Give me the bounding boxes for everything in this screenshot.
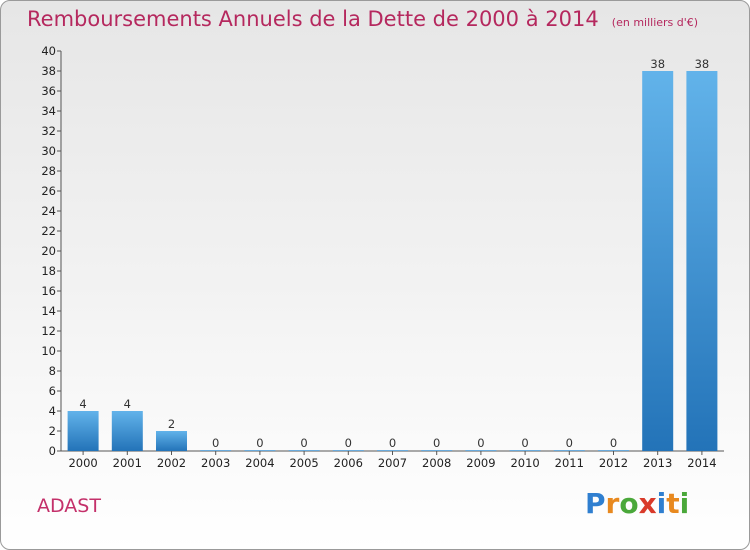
y-tick-label: 34 — [41, 104, 56, 118]
chart-subtitle: (en milliers d'€) — [611, 16, 699, 29]
x-tick-label: 2001 — [113, 456, 142, 470]
y-tick-label: 40 — [41, 44, 56, 58]
logo-letter: i — [679, 487, 690, 520]
chart-title: Remboursements Annuels de la Dette de 20… — [27, 7, 599, 31]
y-tick-label: 8 — [49, 364, 56, 378]
bar — [553, 450, 585, 451]
y-tick-label: 18 — [41, 264, 56, 278]
bar — [421, 450, 453, 451]
y-tick-label: 10 — [41, 344, 56, 358]
x-tick-label: 2014 — [687, 456, 716, 470]
logo-letter: t — [666, 487, 680, 520]
data-label: 38 — [695, 57, 710, 71]
bar — [111, 411, 143, 451]
y-tick-label: 2 — [49, 424, 56, 438]
x-tick-label: 2003 — [201, 456, 230, 470]
y-tick-label: 20 — [41, 244, 56, 258]
x-tick-label: 2008 — [422, 456, 451, 470]
x-tick-label: 2011 — [555, 456, 584, 470]
data-label: 0 — [433, 436, 440, 450]
data-label: 0 — [610, 436, 617, 450]
y-tick-label: 30 — [41, 144, 56, 158]
x-tick-label: 2010 — [510, 456, 539, 470]
y-tick-label: 12 — [41, 324, 56, 338]
bar — [244, 450, 276, 451]
bar — [686, 71, 718, 451]
y-tick-label: 32 — [41, 124, 56, 138]
data-label: 4 — [124, 397, 131, 411]
y-tick-label: 4 — [49, 404, 56, 418]
bar — [509, 450, 541, 451]
data-label: 0 — [300, 436, 307, 450]
place-name: ADAST — [37, 495, 101, 517]
y-tick-label: 26 — [41, 184, 56, 198]
y-tick-label: 24 — [41, 204, 56, 218]
y-tick-label: 22 — [41, 224, 56, 238]
data-label: 0 — [521, 436, 528, 450]
x-tick-label: 2000 — [68, 456, 97, 470]
x-tick-label: 2002 — [157, 456, 186, 470]
data-label: 0 — [256, 436, 263, 450]
y-tick-label: 28 — [41, 164, 56, 178]
logo-letter: P — [585, 487, 606, 520]
x-tick-label: 2005 — [289, 456, 318, 470]
data-label: 0 — [389, 436, 396, 450]
bar — [642, 71, 674, 451]
data-label: 0 — [477, 436, 484, 450]
x-tick-label: 2006 — [334, 456, 363, 470]
logo-letter: i — [656, 487, 667, 520]
data-label: 0 — [566, 436, 573, 450]
bar — [465, 450, 497, 451]
x-tick-label: 2004 — [245, 456, 274, 470]
bar — [200, 450, 232, 451]
logo-letter: x — [638, 487, 657, 520]
proxiti-logo: Proxiti — [585, 487, 689, 520]
x-tick-label: 2007 — [378, 456, 407, 470]
x-tick-label: 2013 — [643, 456, 672, 470]
data-label: 0 — [345, 436, 352, 450]
bar — [67, 411, 99, 451]
chart-title-wrap: Remboursements Annuels de la Dette de 20… — [27, 7, 698, 31]
bar — [288, 450, 320, 451]
logo-letter: r — [605, 487, 620, 520]
y-tick-label: 36 — [41, 84, 56, 98]
bar — [156, 431, 187, 451]
y-tick-label: 16 — [41, 284, 56, 298]
data-label: 0 — [212, 436, 219, 450]
y-tick-label: 0 — [49, 444, 56, 458]
bar — [332, 450, 364, 451]
y-tick-label: 38 — [41, 64, 56, 78]
logo-letter: o — [619, 487, 639, 520]
data-label: 38 — [650, 57, 665, 71]
bar — [377, 450, 408, 451]
x-tick-label: 2012 — [599, 456, 628, 470]
data-label: 4 — [79, 397, 86, 411]
y-tick-label: 6 — [49, 384, 56, 398]
x-tick-label: 2009 — [466, 456, 495, 470]
y-tick-label: 14 — [41, 304, 56, 318]
data-label: 2 — [168, 417, 175, 431]
bar — [598, 450, 629, 451]
